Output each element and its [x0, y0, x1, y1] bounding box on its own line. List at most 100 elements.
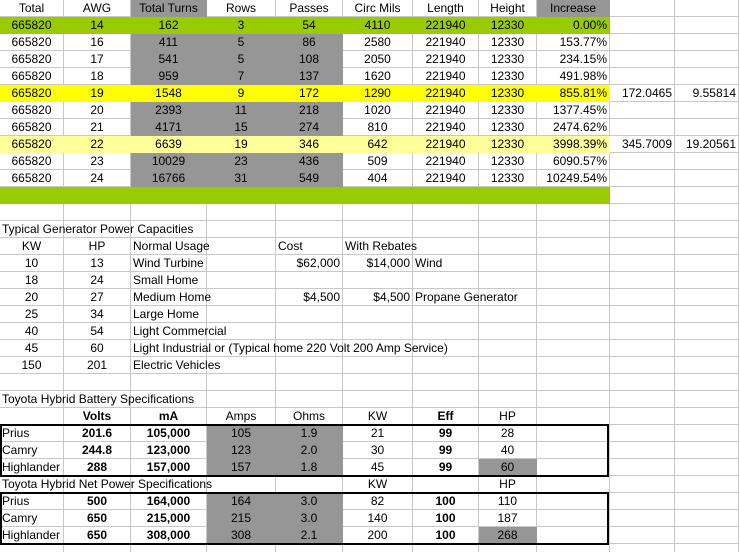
header-cell[interactable]: Length [427, 1, 464, 15]
table-cell[interactable]: 650 [86, 528, 108, 542]
table-cell[interactable]: 215 [230, 511, 252, 525]
table-cell[interactable]: 99 [438, 426, 453, 440]
header-cell[interactable]: Volts [82, 409, 112, 423]
table-cell[interactable]: 1290 [364, 86, 391, 100]
table-cell[interactable]: 221940 [425, 69, 466, 83]
table-cell[interactable]: 2393 [155, 103, 182, 117]
header-cell[interactable]: Rows [225, 1, 256, 15]
table-cell[interactable]: 665820 [11, 52, 52, 66]
header-cell[interactable]: KW [21, 239, 42, 253]
header-cell[interactable]: AWG [82, 1, 112, 15]
table-cell[interactable]: 0.00% [572, 18, 607, 32]
table-cell[interactable]: 23 [90, 154, 104, 168]
table-cell[interactable]: 665820 [11, 137, 52, 151]
header-cell[interactable]: Normal Usage [133, 239, 210, 253]
table-cell[interactable]: 140 [367, 511, 388, 525]
header-cell[interactable]: KW [367, 477, 388, 491]
table-cell[interactable]: Camry [2, 511, 38, 525]
table-cell[interactable]: Highlander [2, 528, 61, 542]
table-cell[interactable]: 221940 [425, 120, 466, 134]
table-cell[interactable]: 1.9 [300, 426, 318, 440]
table-cell[interactable]: 100 [435, 528, 456, 542]
table-cell[interactable]: 200 [367, 528, 388, 542]
table-cell[interactable]: 54 [302, 18, 316, 32]
header-cell[interactable]: Amps [225, 409, 257, 423]
table-cell[interactable]: 665820 [11, 86, 52, 100]
table-cell[interactable]: 218 [298, 103, 320, 117]
section-title[interactable]: Toyota Hybrid Net Power Specifications [2, 477, 213, 491]
table-cell[interactable]: 855.81% [559, 86, 607, 100]
table-cell[interactable]: 123 [230, 443, 252, 457]
table-cell[interactable]: 10249.54% [546, 171, 607, 185]
table-cell[interactable]: 13 [90, 256, 104, 270]
table-cell[interactable]: 172 [298, 86, 320, 100]
table-cell[interactable]: 665820 [11, 171, 52, 185]
table-cell[interactable]: 60 [90, 341, 104, 355]
table-cell[interactable]: 31 [234, 171, 248, 185]
table-cell[interactable]: 549 [298, 171, 320, 185]
table-cell[interactable]: 5 [237, 52, 245, 66]
table-cell[interactable]: Wind Turbine [133, 256, 204, 270]
section-title[interactable]: Toyota Hybrid Battery Specifications [2, 392, 195, 406]
table-cell[interactable]: 650 [86, 511, 108, 525]
table-cell[interactable]: 665820 [11, 154, 52, 168]
header-cell[interactable]: Circ Mils [354, 1, 401, 15]
table-cell[interactable]: 6090.57% [552, 154, 607, 168]
table-cell[interactable]: Electric Vehicles [133, 358, 221, 372]
table-cell[interactable]: 288 [86, 460, 108, 474]
table-cell[interactable]: 16 [90, 35, 104, 49]
table-cell[interactable]: 164,000 [146, 494, 191, 508]
table-cell[interactable]: 221940 [425, 154, 466, 168]
table-cell[interactable]: 99 [438, 460, 453, 474]
table-cell[interactable]: 221940 [425, 18, 466, 32]
table-cell[interactable]: 20 [90, 103, 104, 117]
table-cell[interactable]: 308,000 [146, 528, 191, 542]
table-cell[interactable]: 2474.62% [552, 120, 607, 134]
table-cell[interactable]: 164 [230, 494, 252, 508]
table-cell[interactable]: 108 [298, 52, 320, 66]
table-cell[interactable]: 110 [497, 494, 518, 508]
table-cell[interactable]: 3.0 [300, 494, 318, 508]
header-cell[interactable]: Ohms [292, 409, 325, 423]
header-cell[interactable]: Cost [278, 239, 303, 253]
table-cell[interactable]: 4110 [364, 18, 391, 32]
table-cell[interactable]: 11 [234, 103, 248, 117]
header-cell[interactable]: Total Turns [139, 1, 198, 15]
table-cell[interactable]: 2050 [364, 52, 391, 66]
table-cell[interactable]: 491.98% [559, 69, 607, 83]
table-cell[interactable]: 509 [367, 154, 388, 168]
header-cell[interactable]: HP [499, 477, 516, 491]
table-cell[interactable]: 187 [497, 511, 518, 525]
table-cell[interactable]: $4,500 [303, 290, 340, 304]
table-cell[interactable]: 234.15% [559, 52, 607, 66]
table-cell[interactable]: 21 [370, 426, 385, 440]
table-cell[interactable]: 665820 [11, 35, 52, 49]
table-cell[interactable]: 12330 [490, 154, 525, 168]
table-cell[interactable]: 105,000 [146, 426, 191, 440]
table-cell[interactable]: 40 [24, 324, 39, 338]
table-cell[interactable]: 99 [438, 443, 453, 457]
table-cell[interactable]: 221940 [425, 103, 466, 117]
table-cell[interactable]: 19 [234, 137, 248, 151]
table-cell[interactable]: 153.77% [559, 35, 607, 49]
header-cell[interactable]: Increase [549, 1, 597, 15]
table-cell[interactable]: 201.6 [81, 426, 113, 440]
table-cell[interactable]: Prius [2, 426, 30, 440]
table-cell[interactable]: 17 [90, 52, 104, 66]
header-cell[interactable]: Eff [437, 409, 454, 423]
table-cell[interactable]: 346 [298, 137, 320, 151]
table-cell[interactable]: Wind [415, 256, 443, 270]
table-cell[interactable]: 100 [435, 511, 456, 525]
table-cell[interactable]: 19.20561 [685, 137, 736, 151]
table-cell[interactable]: 9.55814 [692, 86, 736, 100]
table-cell[interactable]: 541 [158, 52, 179, 66]
header-cell[interactable]: Passes [289, 1, 329, 15]
table-cell[interactable]: 411 [158, 35, 179, 49]
table-cell[interactable]: 28 [500, 426, 515, 440]
header-cell[interactable]: Total [18, 1, 45, 15]
table-cell[interactable]: 1.8 [300, 460, 318, 474]
table-cell[interactable]: 34 [90, 307, 104, 321]
table-cell[interactable]: 436 [298, 154, 320, 168]
table-cell[interactable]: 642 [367, 137, 388, 151]
